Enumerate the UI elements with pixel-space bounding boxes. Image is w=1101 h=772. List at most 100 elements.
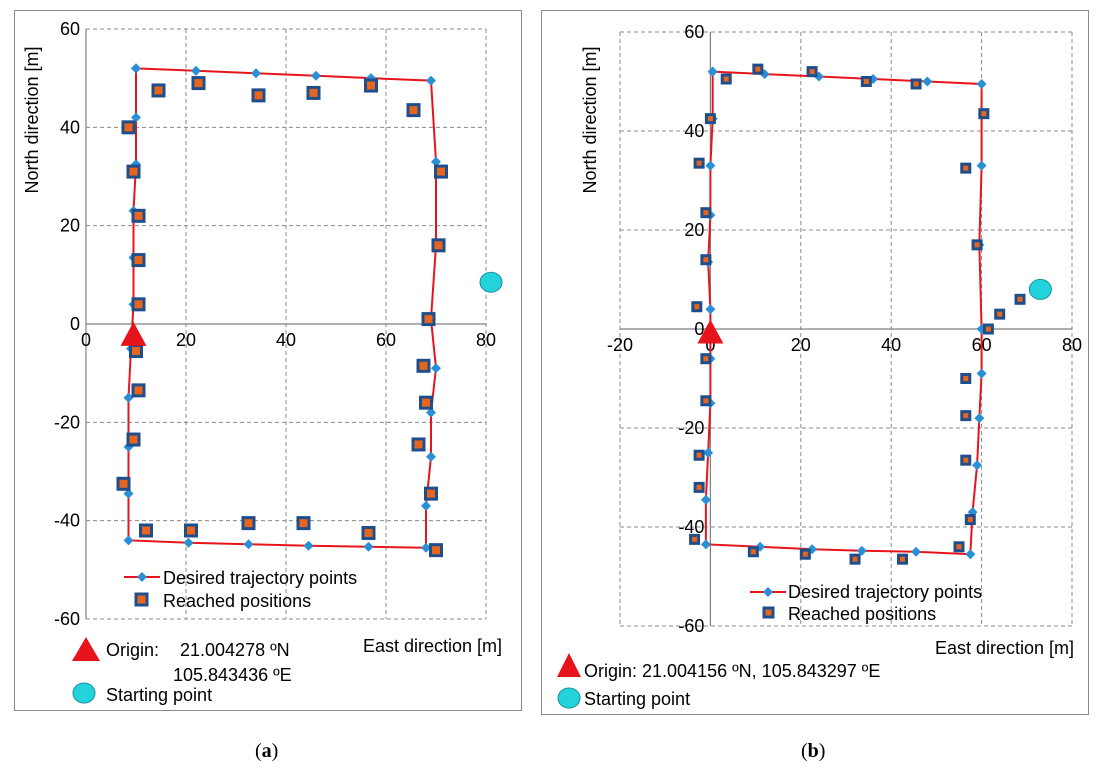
desired-point <box>426 407 436 418</box>
reached-point <box>700 207 712 219</box>
origin-longitude: 105.843436 ºE <box>173 665 292 685</box>
desired-point <box>431 156 441 167</box>
origin-marker <box>120 321 147 346</box>
y-tick-label: -60 <box>54 609 80 629</box>
chart-a-axes <box>85 29 486 619</box>
x-tick-label: 80 <box>1062 335 1082 355</box>
origin-marker <box>697 319 724 344</box>
desired-point <box>363 541 374 552</box>
reached-point <box>971 239 983 251</box>
reached-point <box>700 395 712 407</box>
desired-point <box>311 70 321 81</box>
start-marker <box>1028 278 1052 300</box>
reached-point <box>752 63 764 75</box>
x-tick-label: 60 <box>376 330 396 350</box>
reached-point <box>953 541 965 553</box>
chart-b-frame <box>541 10 1089 715</box>
desired-point <box>700 494 711 505</box>
reached-point <box>121 120 136 135</box>
start-marker <box>479 271 503 293</box>
reached-point <box>361 525 376 540</box>
reached-point <box>421 312 436 327</box>
reached-point <box>126 164 141 179</box>
chart-panel-a: -60 -40 -20 0 20 40 60 0 20 40 60 80 North directio… <box>14 10 522 711</box>
reached-point <box>251 88 266 103</box>
desired-point <box>421 542 431 553</box>
legend-square-icon <box>134 592 149 607</box>
reached-point <box>689 533 701 545</box>
x-tick-label: 20 <box>791 335 811 355</box>
chart-a-y-axis-label: North direction [m] <box>22 46 42 193</box>
y-tick-label: 0 <box>694 319 704 339</box>
reached-point <box>897 553 908 565</box>
reached-point <box>126 432 141 447</box>
legend-desired-label: Desired trajectory points <box>163 568 357 588</box>
desired-point <box>131 63 141 74</box>
legend-desired-label: Desired trajectory points <box>788 582 982 602</box>
y-tick-label: -20 <box>678 418 704 438</box>
desired-point <box>707 66 718 77</box>
desired-point <box>426 451 436 462</box>
reached-point <box>429 543 443 558</box>
reached-point <box>806 66 818 78</box>
reached-point <box>978 108 990 120</box>
x-tick-label: 80 <box>476 330 496 350</box>
desired-point <box>243 539 254 550</box>
desired-point <box>183 537 194 548</box>
desired-point <box>972 460 983 471</box>
reached-point <box>129 344 143 359</box>
desired-point <box>426 75 436 86</box>
desired-point <box>705 304 716 315</box>
reached-point <box>131 253 146 268</box>
reached-point <box>704 113 716 125</box>
desired-point <box>705 160 716 171</box>
legend-diamond-icon <box>763 587 773 597</box>
chart-b-series <box>689 63 1052 565</box>
desired-point <box>807 544 818 555</box>
reached-point <box>411 437 426 452</box>
legend-reached-label: Reached positions <box>788 604 936 624</box>
reached-point <box>982 323 994 335</box>
x-tick-label: 40 <box>881 335 901 355</box>
reached-point <box>700 353 712 365</box>
desired-point <box>123 535 134 546</box>
reached-point <box>700 254 712 266</box>
reached-point <box>960 162 972 174</box>
y-tick-label: 0 <box>70 314 80 334</box>
reached-point <box>241 516 256 531</box>
chart-b-legend: Desired trajectory points Reached positi… <box>750 582 982 624</box>
reached-point <box>960 373 972 384</box>
reached-point <box>191 76 206 91</box>
reached-point <box>116 476 131 491</box>
desired-point <box>965 549 976 560</box>
y-tick-label: -40 <box>678 517 704 537</box>
desired-point <box>703 447 714 458</box>
desired-point <box>251 68 261 79</box>
figure-label-a: (a) <box>255 740 279 762</box>
y-tick-label: 60 <box>684 22 704 42</box>
reached-point <box>964 514 976 526</box>
origin-latitude: 21.004278 ºN <box>180 640 290 660</box>
figure-label-b: (b) <box>801 740 826 762</box>
chart-b-origin-legend: Origin: 21.004156 ºN, 105.843297 ºE Star… <box>557 653 880 709</box>
desired-point <box>123 392 134 403</box>
legend-square-icon <box>762 606 775 619</box>
reached-point <box>131 208 146 223</box>
reached-point <box>860 76 872 87</box>
reached-point <box>799 548 811 560</box>
chart-a-legend: Desired trajectory points Reached positi… <box>124 568 357 611</box>
origin-label: Origin: 21.004156 ºN, 105.843297 ºE <box>584 661 880 681</box>
desired-point <box>922 76 933 87</box>
x-tick-label: 40 <box>276 330 296 350</box>
reached-point <box>306 85 321 100</box>
chart-a-origin-legend: Origin: 21.004278 ºN 105.843436 ºE Start… <box>72 637 292 705</box>
desired-point <box>856 545 867 556</box>
reached-point <box>431 238 446 253</box>
desired-point <box>974 413 985 424</box>
reached-point <box>693 157 705 169</box>
reached-point <box>131 297 146 312</box>
origin-triangle-icon <box>72 637 100 661</box>
y-tick-label: -60 <box>678 616 704 636</box>
